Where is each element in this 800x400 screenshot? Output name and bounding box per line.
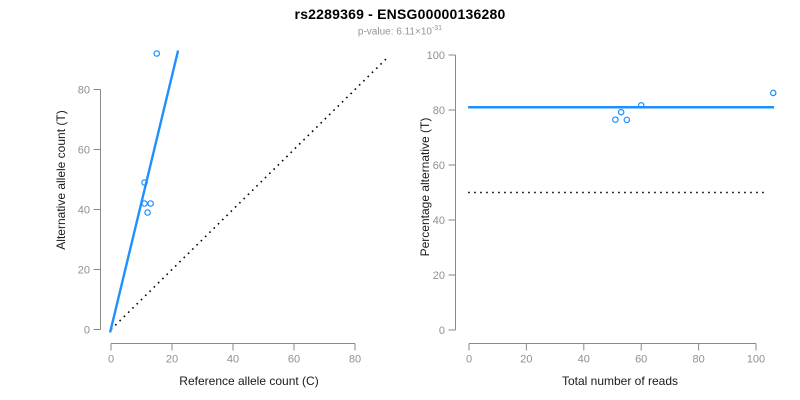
data-point [144,209,151,216]
x-axis-title: Total number of reads [562,374,678,388]
x-tick-label: 40 [227,354,239,366]
y-tick-label: 0 [439,325,445,337]
x-tick-label: 40 [578,354,590,366]
data-point [141,200,148,207]
y-tick-label: 80 [78,85,90,97]
data-point [141,179,148,186]
x-tick-label: 20 [166,354,178,366]
pvalue-exponent: -31 [431,25,443,32]
x-tick-label: 20 [520,354,532,366]
y-axis-title: Percentage alternative (T) [418,118,432,257]
x-axis-title: Reference allele count (C) [179,374,318,388]
y-tick-label: 40 [78,205,90,217]
data-point [612,116,619,123]
data-point [623,116,631,124]
x-tick-label: 80 [692,354,704,366]
data-point [617,108,625,116]
pvalue-text: p-value: 6.11×10 [357,26,432,38]
y-tick-label: 0 [84,325,90,337]
x-tick-label: 100 [747,354,765,366]
x-tick-label: 60 [635,354,647,366]
y-tick-label: 60 [78,145,90,157]
y-axis-title: Alternative allele count (T) [54,110,68,249]
y-tick-label: 100 [427,50,445,62]
y-tick-label: 80 [433,105,445,117]
data-point [153,50,161,57]
y-tick-label: 40 [433,215,445,227]
data-point [147,200,154,207]
y-tick-label: 20 [433,270,445,282]
page-title: rs2289369 - ENSG00000136280 [294,6,506,22]
x-tick-label: 60 [288,354,300,366]
y-tick-label: 20 [78,265,90,277]
identity-line [110,57,388,331]
pvalue-subtitle: p-value: 6.11×10-31 [0,25,800,37]
x-tick-label: 0 [108,354,114,366]
allele-counts-scatter: 0 20 40 60 80 0 20 40 60 80 Reference allele count… [54,50,388,388]
x-tick-label: 80 [349,354,361,366]
data-point [769,89,777,97]
x-tick-label: 0 [466,354,472,366]
data-point [637,102,645,109]
regression-line [108,50,180,333]
y-tick-label: 60 [433,160,445,172]
percentage-alternative-scatter: 0 20 40 60 80 100 0 20 40 60 80 100 Total number of … [418,50,777,388]
